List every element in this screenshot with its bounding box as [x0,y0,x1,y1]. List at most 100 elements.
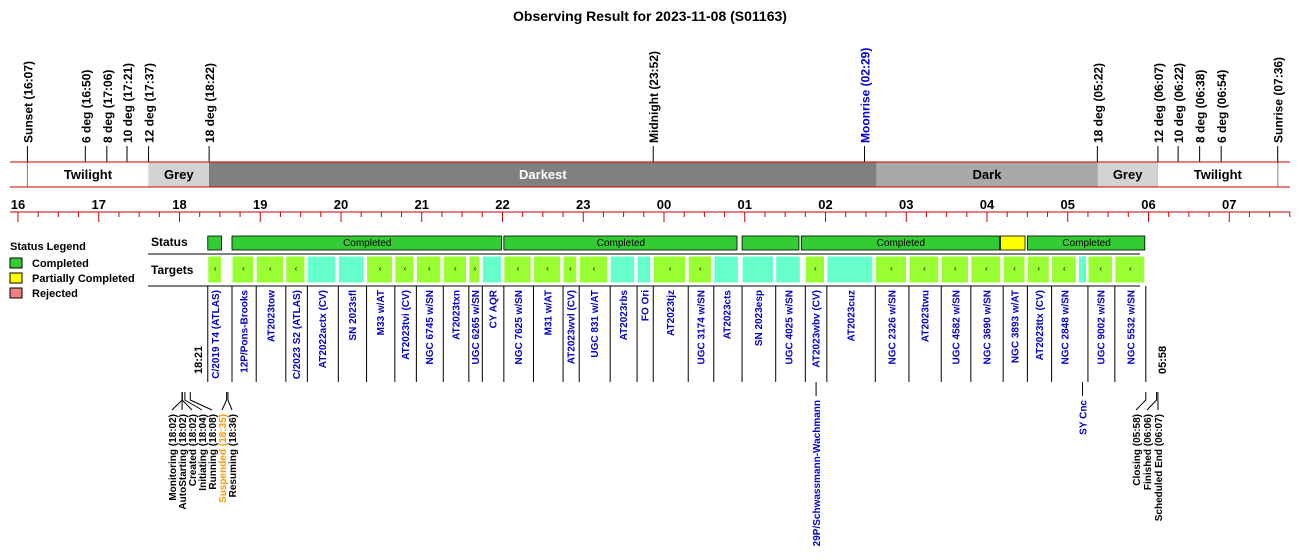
target-label: UGC 4025 w/SN [784,290,795,364]
target-block [366,255,393,284]
target-label: AT2023tow [266,290,277,342]
target-label: 29P/Schwassmann-Wachmann [812,400,823,546]
target-marker: ‹ [985,264,988,273]
target-marker: ‹ [214,264,217,273]
target-marker: ‹ [404,264,407,273]
session-event-label: Created (18:02) [188,414,199,486]
targets-row: ‹ ‹ ‹ ‹ ‹ ‹ ‹ ‹ ‹ ‹ ‹ ‹ ‹ ‹ ‹ ‹ ‹ ‹ ‹ ‹ ‹ ‹ ‹ ‹ ‹ [207,255,1146,284]
event-leader [221,392,228,411]
target-label: AT2023tjz [666,290,677,336]
target-block [1087,255,1114,284]
target-label: 12P/Pons-Brooks [239,290,250,373]
target-block [562,255,578,284]
target-label: NGC 3893 w/AT [1011,290,1022,363]
sky-period-label: Twilight [1194,167,1243,182]
hour-tick-label: 03 [899,197,913,212]
target-marker: ‹ [699,264,702,273]
target-label: AT2023twu [920,290,931,342]
target-marker: ‹ [923,264,926,273]
target-label: NGC 2848 w/SN [1060,290,1071,364]
target-block [741,255,774,284]
target-label: AT2023ttx (CV) [1035,290,1046,360]
status-segment-label: Completed [343,238,391,249]
legend-item-label: Partially Completed [32,273,135,285]
target-marker: ‹ [454,264,457,273]
target-label: AT2023cts [723,290,734,340]
hour-tick-label: 02 [818,197,832,212]
hour-tick-label: 04 [980,197,995,212]
target-marker: ‹ [242,264,245,273]
sky-period-label: Grey [1113,167,1143,182]
time-marker-label: 10 deg (06:22) [1172,63,1186,143]
hour-tick-label: 05 [1061,197,1075,212]
session-event-label: Running (18:08) [208,414,219,490]
target-block [578,255,609,284]
target-marker: ‹ [1037,264,1040,273]
time-marker-label: Sunrise (07:36) [1272,57,1286,143]
session-events: Monitoring (18:02) AutoStarting (18:02) Cr… [168,392,1165,521]
target-block [1026,255,1050,284]
sky-period-label: Twilight [64,167,113,182]
session-event-label: Monitoring (18:02) [168,414,179,501]
target-block [394,255,415,284]
target-block [940,255,970,284]
status-segment [1026,235,1146,251]
session-event-label: Initiating (18:04) [198,414,209,491]
status-segment [207,235,222,251]
target-block [468,255,481,284]
event-leader [184,392,203,411]
event-leader [1146,392,1158,411]
target-block [713,255,739,284]
target-block [442,255,468,284]
target-marker: ‹ [517,264,520,273]
hour-tick-label: 20 [334,197,348,212]
target-block [970,255,1002,284]
session-event-label: Closing (05:58) [1132,414,1143,486]
hour-tick-label: 06 [1141,197,1155,212]
sky-period-rect [1097,162,1158,187]
hour-tick-label: 23 [576,197,590,212]
legend-swatch [9,257,23,269]
hour-tick-label: 00 [657,197,671,212]
target-label: SY Cnc [1079,400,1090,435]
legend-title: Status Legend [10,241,86,253]
status-segment [231,235,502,251]
target-label: SN 2023esp [754,290,765,346]
status-legend: Status Legend Completed Partially Complete… [9,241,135,300]
target-block [826,255,874,284]
target-label: UGC 3174 w/SN [696,290,707,364]
status-segment [800,235,1000,251]
target-block [481,255,502,284]
target-block [207,255,223,284]
target-label: NGC 6745 w/SN [425,290,436,364]
target-marker: ‹ [1099,264,1102,273]
target-block [337,255,365,284]
legend-item-label: Completed [32,258,89,270]
target-marker: ‹ [295,264,298,273]
time-marker-label: 10 deg (17:21) [121,63,135,143]
status-segment [741,235,800,251]
target-marker: ‹ [669,264,672,273]
hour-axis: 16 17 18 19 20 21 22 23 00 01 02 03 04 05 06 07 [10,197,1291,222]
sky-period-label: Darkest [519,167,567,182]
time-marker-label: 18 deg (18:22) [203,63,217,143]
event-leader [189,392,213,411]
target-marker: ‹ [1129,264,1132,273]
target-block [1078,255,1088,284]
session-event-label: Finished (06:06) [1143,414,1154,490]
target-marker: ‹ [954,264,957,273]
event-leader [181,392,193,411]
target-block [1002,255,1026,284]
target-marker: ‹ [1013,264,1016,273]
target-block [503,255,532,284]
target-marker: ‹ [569,264,572,273]
session-event-label: Scheduled End (06:07) [1154,414,1165,521]
target-label: M31 w/AT [544,290,555,335]
target-label: AT2023wvl (CV) [566,290,577,364]
time-marker-label: 6 deg (06:54) [1215,70,1229,143]
time-marker-label: 12 deg (06:07) [1152,63,1166,143]
sky-period-rect [209,162,877,187]
legend-item-label: Rejected [32,288,78,300]
legend-swatch [9,272,23,284]
